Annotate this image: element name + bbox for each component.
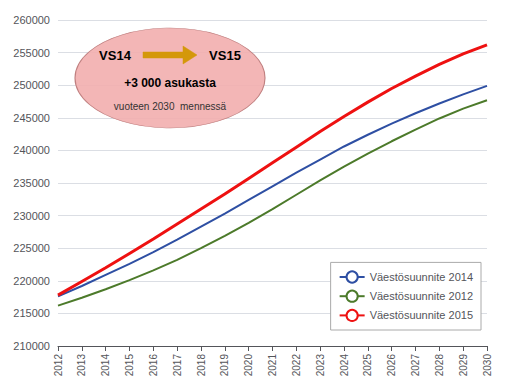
svg-text:Väestösuunnite 2014: Väestösuunnite 2014 bbox=[370, 271, 473, 283]
svg-text:260000: 260000 bbox=[13, 14, 50, 26]
svg-text:vuoteen 2030 mennessä: vuoteen 2030 mennessä bbox=[114, 101, 227, 112]
svg-text:230000: 230000 bbox=[13, 210, 50, 222]
svg-text:235000: 235000 bbox=[13, 177, 50, 189]
svg-text:225000: 225000 bbox=[13, 242, 50, 254]
svg-text:2019: 2019 bbox=[219, 354, 230, 377]
svg-text:2015: 2015 bbox=[124, 354, 135, 377]
svg-text:2013: 2013 bbox=[76, 354, 87, 377]
svg-text:2021: 2021 bbox=[267, 354, 278, 377]
svg-text:2016: 2016 bbox=[148, 354, 159, 377]
svg-text:2030: 2030 bbox=[482, 354, 493, 377]
svg-text:220000: 220000 bbox=[13, 275, 50, 287]
svg-text:2027: 2027 bbox=[410, 354, 421, 377]
svg-text:Väestösuunnite 2012: Väestösuunnite 2012 bbox=[370, 290, 473, 302]
svg-text:VS15: VS15 bbox=[209, 48, 241, 63]
svg-text:2023: 2023 bbox=[315, 354, 326, 377]
svg-text:2024: 2024 bbox=[339, 354, 350, 377]
svg-text:2022: 2022 bbox=[291, 354, 302, 377]
svg-text:2020: 2020 bbox=[243, 354, 254, 377]
svg-text:Väestösuunnite 2015: Väestösuunnite 2015 bbox=[370, 309, 473, 321]
svg-text:2012: 2012 bbox=[53, 354, 64, 377]
svg-text:255000: 255000 bbox=[13, 47, 50, 59]
svg-text:2017: 2017 bbox=[172, 354, 183, 377]
svg-text:+3 000 asukasta: +3 000 asukasta bbox=[124, 76, 216, 90]
svg-text:2028: 2028 bbox=[434, 354, 445, 377]
svg-text:2029: 2029 bbox=[458, 354, 469, 377]
svg-text:2018: 2018 bbox=[196, 354, 207, 377]
svg-text:210000: 210000 bbox=[13, 340, 50, 352]
svg-text:245000: 245000 bbox=[13, 112, 50, 124]
svg-text:2025: 2025 bbox=[362, 354, 373, 377]
svg-text:240000: 240000 bbox=[13, 144, 50, 156]
svg-text:215000: 215000 bbox=[13, 307, 50, 319]
svg-text:2014: 2014 bbox=[100, 354, 111, 377]
svg-text:250000: 250000 bbox=[13, 79, 50, 91]
svg-text:2026: 2026 bbox=[386, 354, 397, 377]
svg-text:VS14: VS14 bbox=[99, 48, 132, 63]
